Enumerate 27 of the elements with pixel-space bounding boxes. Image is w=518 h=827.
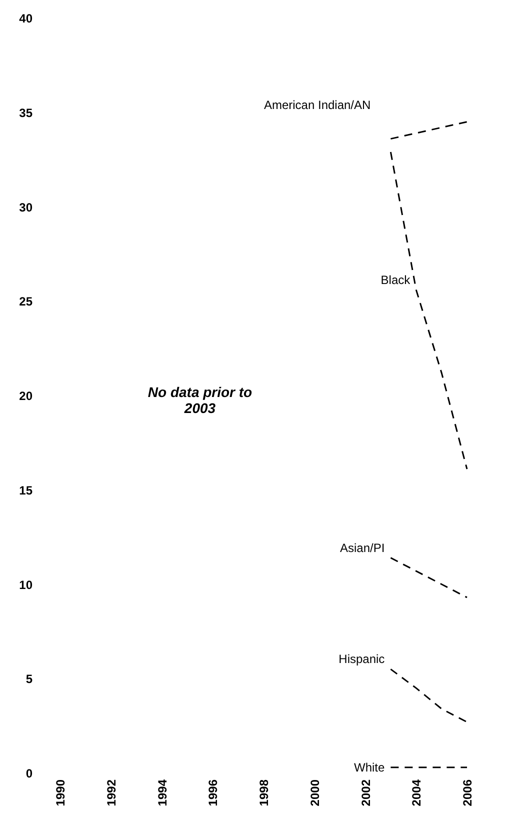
y-tick-label: 40 [19, 12, 33, 26]
text: American Indian/AN [264, 98, 371, 112]
y-tick-label: 0 [26, 766, 33, 780]
y-tick-label: 35 [19, 106, 33, 120]
x-tick-label: 1998 [257, 779, 271, 806]
y-tick-label: 25 [19, 294, 33, 309]
x-tick-label: 1990 [54, 779, 68, 806]
x-tick-label: 2006 [460, 779, 474, 806]
y-tick-label: 5 [26, 672, 33, 686]
x-tick-label: 1992 [104, 779, 118, 806]
series-label: White [354, 760, 385, 774]
x-tick-label: 1994 [155, 779, 170, 806]
y-tick-label: 20 [19, 389, 33, 403]
line-series [390, 121, 468, 140]
x-tick-label: 2000 [308, 779, 322, 806]
line-series [390, 557, 468, 598]
x-tick-label: 2004 [410, 779, 424, 806]
x-tick-label: 2002 [358, 779, 373, 806]
y-tick-label: 30 [19, 200, 33, 214]
y-tick-label: 10 [19, 578, 33, 592]
series-label: Asian/PI [340, 540, 385, 555]
y-tick-label: 15 [19, 483, 33, 498]
series-label: Hispanic [338, 652, 385, 666]
annotation: No data prior to 2003 [148, 384, 253, 416]
series-label: Black [380, 272, 412, 287]
x-tick-label: 1996 [206, 779, 220, 806]
line-series [390, 668, 468, 723]
